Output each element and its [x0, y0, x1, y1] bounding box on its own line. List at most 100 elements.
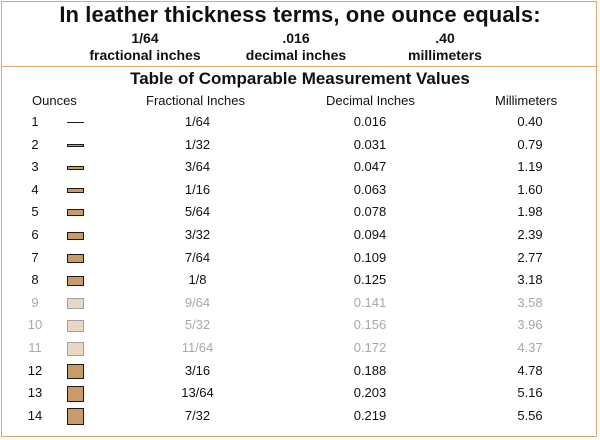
table-row: 5 5/64 0.078 1.98 — [0, 201, 600, 224]
ounces-cell: 11 — [28, 340, 42, 355]
thickness-swatch — [67, 121, 84, 124]
table-row: 14 7/32 0.219 5.56 — [0, 405, 600, 428]
decimal-cell: 0.141 — [353, 294, 387, 310]
table-row: 10 5/32 0.156 3.96 — [0, 314, 600, 337]
decimal-cell: 0.078 — [353, 204, 387, 220]
header-fractional: Fractional Inches — [146, 93, 245, 108]
ounces-cell: 9 — [31, 294, 39, 310]
header-decimal: Decimal Inches — [326, 93, 415, 108]
ounces-cell: 10 — [27, 317, 43, 333]
fractional-cell: 5/32 — [184, 317, 211, 333]
decimal-cell: 0.172 — [353, 340, 387, 355]
fractional-cell: 9/64 — [184, 294, 211, 310]
fractional-cell: 3/16 — [184, 362, 211, 378]
table-row: 11 11/64 0.172 4.37 — [0, 337, 600, 360]
thickness-swatch — [67, 187, 84, 193]
decimal-cell: 0.047 — [353, 159, 387, 175]
decimal-cell: 0.203 — [353, 385, 387, 401]
fractional-cell: 1/32 — [184, 136, 211, 152]
fractional-cell: 3/32 — [184, 227, 211, 242]
mm-cell: 3.96 — [517, 317, 543, 333]
equivalent-decimal: .016 decimal inches — [196, 30, 396, 64]
equivalent-value: .016 — [282, 30, 310, 46]
equivalent-unit: decimal inches — [245, 47, 347, 63]
mm-cell: 3.58 — [517, 294, 543, 310]
fractional-cell: 13/64 — [181, 385, 214, 401]
table-row: 13 13/64 0.203 5.16 — [0, 382, 600, 405]
fractional-cell: 7/64 — [184, 249, 211, 265]
decimal-cell: 0.031 — [353, 136, 387, 152]
ounces-cell: 13 — [27, 385, 43, 401]
decimal-cell: 0.156 — [353, 317, 387, 333]
decimal-cell: 0.109 — [353, 249, 387, 265]
ounces-cell: 2 — [31, 136, 39, 152]
equivalent-unit: millimeters — [408, 47, 482, 63]
fractional-cell: 11/64 — [181, 340, 214, 355]
mm-cell: 5.16 — [517, 385, 543, 401]
ounces-cell: 1 — [31, 114, 39, 129]
thickness-swatch — [67, 407, 84, 425]
thickness-swatch — [67, 297, 84, 309]
mm-cell: 1.19 — [517, 159, 543, 175]
mm-cell: 2.39 — [517, 227, 543, 242]
headline: In leather thickness terms, one ounce eq… — [59, 2, 541, 27]
mm-cell: 4.78 — [517, 362, 543, 378]
table-row: 6 3/32 0.094 2.39 — [0, 224, 600, 247]
fractional-cell: 1/8 — [188, 272, 207, 288]
decimal-cell: 0.094 — [353, 227, 387, 242]
mm-cell: 2.77 — [517, 249, 543, 265]
mm-cell: 4.37 — [517, 340, 543, 355]
thickness-swatch — [67, 165, 84, 170]
thickness-swatch — [67, 231, 84, 240]
equivalent-fractional: 1/64 fractional inches — [45, 30, 245, 64]
table-title: Table of Comparable Measurement Values — [130, 69, 470, 88]
ounces-cell: 4 — [31, 181, 39, 197]
header-ounces: Ounces — [32, 93, 77, 108]
thickness-swatch — [67, 341, 84, 356]
ounces-cell: 3 — [31, 159, 39, 175]
decimal-cell: 0.016 — [353, 114, 387, 129]
table-row: 8 1/8 0.125 3.18 — [0, 269, 600, 292]
thickness-swatch — [67, 319, 84, 332]
equivalent-value: .40 — [435, 30, 455, 46]
mm-cell: 0.79 — [517, 136, 543, 152]
header-mm: Millimeters — [495, 93, 558, 108]
thickness-swatch — [67, 385, 84, 402]
table-row: 4 1/16 0.063 1.60 — [0, 179, 600, 202]
table-row: 9 9/64 0.141 3.58 — [0, 292, 600, 315]
fractional-cell: 1/16 — [184, 181, 211, 197]
equivalent-mm: .40 millimeters — [345, 30, 545, 64]
ounces-cell: 7 — [31, 249, 39, 265]
thickness-swatch — [67, 209, 84, 217]
thickness-swatch — [67, 275, 84, 286]
table-row: 3 3/64 0.047 1.19 — [0, 156, 600, 179]
ounces-cell: 6 — [31, 227, 39, 242]
ounces-cell: 12 — [27, 362, 43, 378]
fractional-cell: 1/64 — [184, 114, 211, 129]
mm-cell: 1.60 — [517, 181, 543, 197]
fractional-cell: 3/64 — [184, 159, 211, 175]
ounces-cell: 14 — [27, 407, 43, 423]
decimal-cell: 0.188 — [353, 362, 387, 378]
equivalent-value: 1/64 — [131, 30, 159, 46]
mm-cell: 3.18 — [517, 272, 543, 288]
mm-cell: 1.98 — [517, 204, 543, 220]
decimal-cell: 0.219 — [353, 407, 387, 423]
table-row: 12 3/16 0.188 4.78 — [0, 360, 600, 383]
fractional-cell: 5/64 — [184, 204, 211, 220]
thickness-swatch — [67, 253, 84, 263]
thickness-swatch — [67, 363, 84, 379]
mm-cell: 5.56 — [517, 407, 543, 423]
table-row: 1 1/64 0.016 0.40 — [0, 111, 600, 134]
section-divider — [1, 66, 598, 67]
table-row: 7 7/64 0.109 2.77 — [0, 247, 600, 270]
thickness-swatch — [67, 143, 84, 147]
fractional-cell: 7/32 — [184, 407, 211, 423]
ounces-cell: 5 — [31, 204, 39, 220]
decimal-cell: 0.063 — [353, 181, 387, 197]
mm-cell: 0.40 — [517, 114, 543, 129]
equivalent-unit: fractional inches — [89, 47, 201, 63]
ounces-cell: 8 — [31, 272, 39, 288]
table-row: 2 1/32 0.031 0.79 — [0, 134, 600, 157]
